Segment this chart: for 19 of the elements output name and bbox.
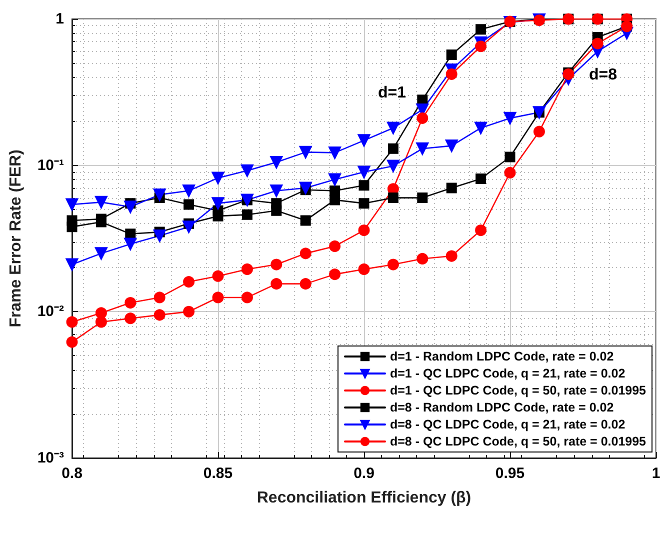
x-tick-label: 1 — [652, 465, 660, 482]
y-tick-label: 10⁻² — [37, 303, 64, 320]
x-axis-title: Reconciliation Efficiency (β) — [256, 490, 472, 506]
y-axis-title: Frame Error Rate (FER) — [8, 150, 24, 328]
legend-label: d=1 - QC LDPC Code, q = 50, rate = 0.01995 — [390, 384, 646, 398]
annotation: d=1 — [378, 84, 406, 102]
x-tick-label: 0.9 — [354, 465, 374, 482]
legend-label: d=1 - Random LDPC Code, rate = 0.02 — [390, 350, 614, 364]
x-tick-label: 0.95 — [495, 465, 525, 482]
x-tick-label: 0.85 — [203, 465, 233, 482]
legend-label: d=8 - Random LDPC Code, rate = 0.02 — [390, 400, 614, 414]
y-tick-label: 10⁻¹ — [37, 156, 64, 174]
y-tick-label: 10⁻³ — [37, 450, 64, 466]
legend-label: d=1 - QC LDPC Code, q = 21, rate = 0.02 — [390, 366, 626, 380]
legend-label: d=8 - QC LDPC Code, q = 50, rate = 0.01995 — [390, 434, 646, 448]
legend-label: d=8 - QC LDPC Code, q = 21, rate = 0.02 — [390, 418, 626, 432]
annotation: d=8 — [589, 66, 618, 84]
x-tick-label: 0.8 — [62, 465, 82, 482]
y-tick-label: 1 — [56, 10, 64, 28]
